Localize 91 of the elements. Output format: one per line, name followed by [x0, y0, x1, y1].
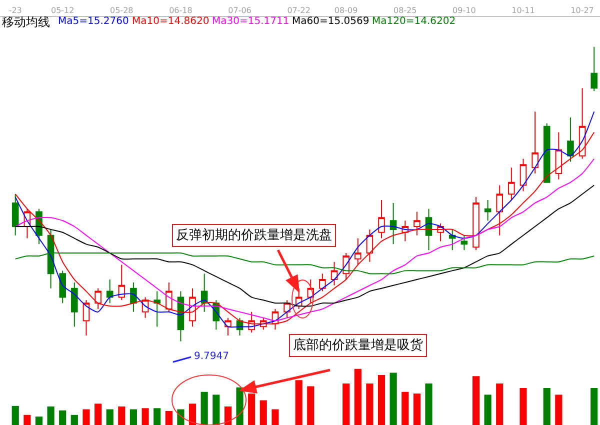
candlestick	[532, 111, 538, 174]
bar	[402, 392, 409, 425]
x-tick-label: 05-12	[50, 6, 74, 15]
bar	[59, 410, 66, 425]
bar	[47, 406, 54, 425]
bar	[260, 400, 267, 425]
annotation: 反弹初期的价跌量增是洗盘	[176, 228, 332, 243]
bar	[212, 394, 220, 425]
bar	[24, 414, 31, 425]
bar	[12, 406, 19, 425]
bar	[118, 406, 126, 425]
bar	[543, 388, 550, 425]
x-tick-label: 05-28	[110, 6, 134, 15]
candlestick	[460, 234, 468, 251]
candlestick	[82, 300, 90, 336]
bar	[35, 416, 43, 425]
candlestick	[366, 228, 374, 262]
candlestick	[166, 282, 172, 312]
candlestick	[177, 290, 184, 342]
candlestick	[154, 290, 160, 328]
candlestick	[118, 264, 126, 301]
bar	[82, 409, 90, 425]
bar	[520, 388, 527, 425]
candlestick	[567, 117, 574, 162]
text: Ma120=14.6202	[372, 16, 456, 27]
x-tick-label: 10-11	[512, 6, 535, 15]
candlestick	[106, 279, 114, 304]
x-tick-label: 07-22	[287, 6, 310, 15]
x-tick-label: 08-09	[334, 6, 358, 15]
bar	[484, 394, 492, 425]
candlestick	[472, 196, 480, 251]
bar	[224, 406, 232, 425]
bar	[555, 394, 562, 425]
text: 9.7947	[194, 351, 229, 362]
bar	[342, 383, 350, 425]
bar	[354, 368, 362, 425]
bar	[142, 408, 149, 425]
bar	[425, 383, 432, 425]
candlestick	[448, 228, 456, 251]
bar	[472, 376, 480, 425]
candlestick	[71, 282, 78, 328]
candlestick	[200, 273, 208, 312]
x-tick-label: 10-27	[570, 6, 594, 15]
bar	[590, 388, 598, 425]
bar	[154, 408, 161, 425]
candlestick	[520, 158, 527, 192]
bar	[366, 383, 374, 425]
x-tick-label: 06-18	[169, 6, 192, 15]
bar	[272, 409, 279, 425]
bar	[70, 414, 78, 425]
candlestick	[484, 200, 492, 222]
candlestick	[319, 273, 326, 292]
bar	[165, 410, 172, 425]
text: Ma30=15.1711	[212, 16, 290, 27]
bar	[378, 375, 386, 425]
bar	[307, 386, 314, 425]
text: Ma60=15.0569	[292, 16, 370, 27]
candlestick	[12, 194, 19, 236]
candlestick	[390, 202, 397, 245]
chart-title: 移动均线	[2, 15, 50, 29]
candlestick	[543, 122, 550, 183]
candlestick	[496, 184, 503, 236]
candlestick	[224, 317, 232, 336]
bar	[106, 409, 114, 425]
bar	[130, 409, 138, 425]
x-tick-label: 09-10	[452, 6, 476, 15]
candlestick	[354, 238, 362, 266]
candlestick	[59, 270, 66, 304]
candlestick	[94, 288, 102, 310]
bar	[177, 409, 184, 425]
candlestick	[414, 211, 420, 236]
bar	[200, 392, 208, 425]
bar	[295, 380, 302, 425]
candlestick	[330, 261, 338, 286]
bar	[94, 404, 102, 425]
text: Ma5=15.2760	[58, 16, 129, 27]
candlestick	[425, 208, 432, 251]
candlestick	[590, 46, 598, 92]
x-tick-label: -23	[8, 6, 22, 15]
annotation: 底部的价跌量增是吸货	[293, 338, 423, 353]
text: Ma10=14.8620	[132, 16, 210, 27]
bar	[413, 394, 420, 425]
x-tick-label: 07-06	[228, 6, 252, 15]
bar	[496, 383, 504, 425]
bar	[390, 372, 397, 425]
bar	[248, 394, 256, 425]
candlestick	[508, 167, 515, 200]
candlestick	[378, 200, 385, 239]
bar	[188, 404, 196, 425]
bar	[236, 387, 244, 425]
x-tick-label: 08-25	[393, 6, 417, 15]
